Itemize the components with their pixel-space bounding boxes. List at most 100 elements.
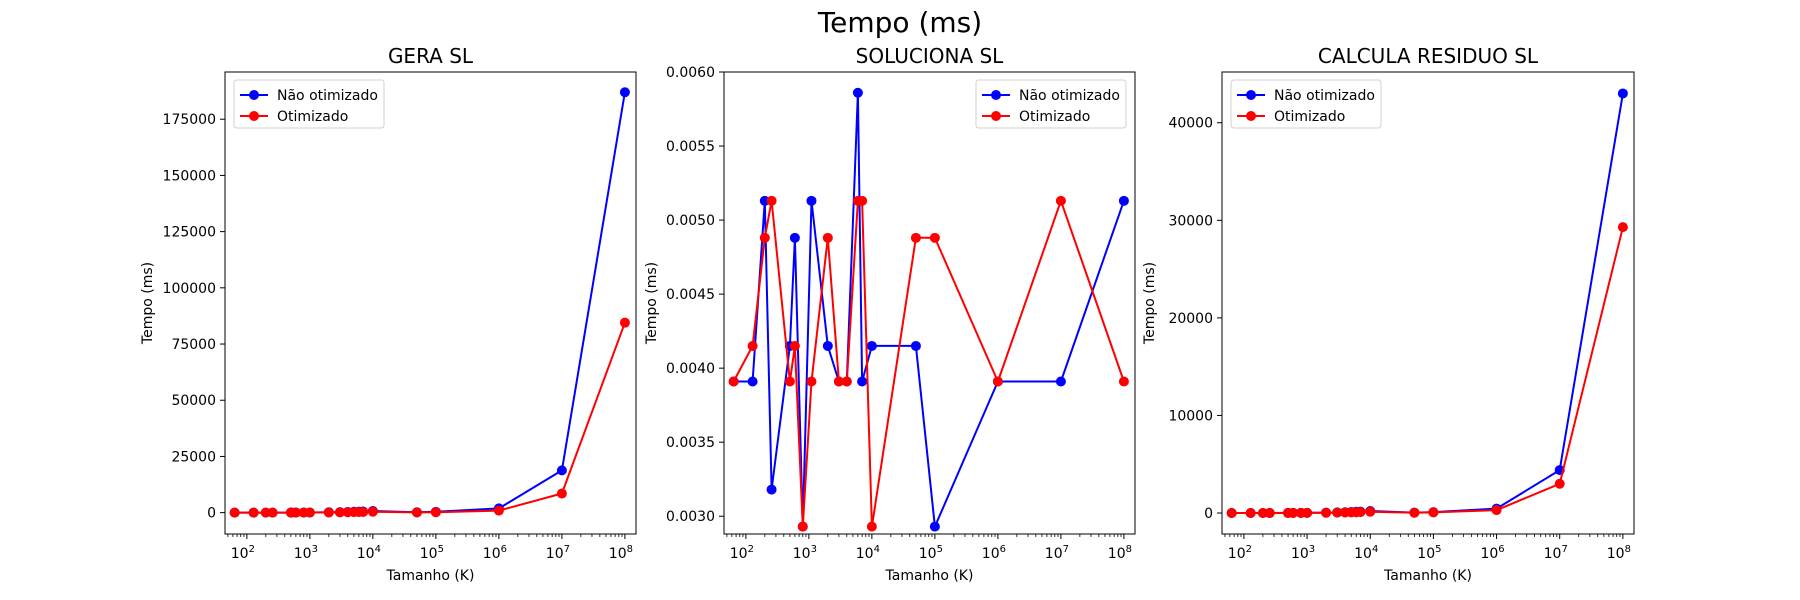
data-point bbox=[358, 506, 369, 517]
data-point bbox=[556, 488, 567, 499]
legend-box bbox=[233, 79, 385, 129]
data-point bbox=[910, 340, 921, 351]
data-point bbox=[766, 195, 777, 206]
legend-label: Não otimizado bbox=[277, 88, 378, 104]
y-axis-label: Tempo (ms) bbox=[644, 262, 660, 345]
data-point bbox=[334, 507, 345, 518]
legend-marker bbox=[991, 90, 1001, 100]
legend-marker bbox=[1246, 90, 1256, 100]
data-point bbox=[323, 507, 334, 518]
data-point bbox=[1055, 376, 1066, 387]
data-point bbox=[1428, 507, 1439, 518]
legend: Não otimizado Otimizado bbox=[975, 79, 1127, 129]
data-point bbox=[411, 507, 422, 518]
x-axis-label: Tamanho (K) bbox=[1383, 568, 1472, 584]
data-point bbox=[806, 195, 817, 206]
data-point bbox=[747, 340, 758, 351]
data-point bbox=[992, 376, 1003, 387]
x-tick-label: 105 bbox=[1417, 544, 1441, 562]
legend-label: Não otimizado bbox=[1274, 88, 1375, 104]
data-point bbox=[784, 376, 795, 387]
x-tick-label: 107 bbox=[546, 544, 570, 562]
legend: Não otimizado Otimizado bbox=[233, 79, 385, 129]
x-tick-label: 107 bbox=[1544, 544, 1568, 562]
y-tick-label: 30000 bbox=[1168, 213, 1213, 229]
y-tick-label: 150000 bbox=[163, 168, 216, 184]
x-tick-label: 102 bbox=[1228, 544, 1252, 562]
data-point bbox=[1365, 506, 1376, 517]
data-point bbox=[1264, 507, 1275, 518]
y-tick-label: 175000 bbox=[163, 112, 216, 128]
series-nao-otimizado bbox=[728, 87, 1129, 532]
series-nao-otimizado bbox=[229, 87, 630, 518]
data-point bbox=[866, 521, 877, 532]
data-point bbox=[822, 232, 833, 243]
data-point bbox=[290, 507, 301, 518]
data-point bbox=[747, 376, 758, 387]
legend-box bbox=[1230, 79, 1382, 129]
series-otimizado bbox=[728, 195, 1129, 532]
y-tick-label: 0.0045 bbox=[666, 287, 715, 303]
series-line bbox=[732, 199, 1125, 528]
legend-marker bbox=[991, 111, 1001, 121]
axes-frame bbox=[224, 71, 637, 535]
y-tick-label: 0.0050 bbox=[666, 213, 715, 229]
y-tick-label: 0.0040 bbox=[666, 361, 715, 377]
legend-label: Otimizado bbox=[277, 109, 348, 125]
data-point bbox=[759, 232, 770, 243]
data-point bbox=[1226, 508, 1237, 519]
data-point bbox=[619, 317, 630, 328]
data-point bbox=[304, 507, 315, 518]
data-point bbox=[1288, 507, 1299, 518]
x-tick-label: 102 bbox=[730, 544, 754, 562]
y-tick-label: 125000 bbox=[163, 225, 216, 241]
data-point bbox=[857, 195, 868, 206]
data-point bbox=[789, 340, 800, 351]
y-tick-label: 25000 bbox=[171, 449, 216, 465]
data-point bbox=[1332, 507, 1343, 518]
y-tick-label: 0.0035 bbox=[666, 435, 715, 451]
x-tick-label: 105 bbox=[919, 544, 943, 562]
x-tick-label: 103 bbox=[793, 544, 817, 562]
x-tick-label: 108 bbox=[609, 544, 633, 562]
data-point bbox=[1409, 507, 1420, 518]
y-tick-label: 40000 bbox=[1168, 116, 1213, 132]
axes-frame bbox=[723, 71, 1136, 535]
x-tick-label: 108 bbox=[1607, 544, 1631, 562]
data-point bbox=[493, 505, 504, 516]
x-tick-label: 103 bbox=[1291, 544, 1315, 562]
legend-box bbox=[975, 79, 1127, 129]
data-point bbox=[229, 507, 240, 518]
y-tick-label: 0.0030 bbox=[666, 509, 715, 525]
y-tick-label: 0 bbox=[1204, 506, 1213, 522]
legend-label: Otimizado bbox=[1019, 109, 1090, 125]
data-point bbox=[556, 465, 567, 476]
data-point bbox=[910, 232, 921, 243]
figure-title: Tempo (ms) bbox=[817, 6, 983, 39]
series-line bbox=[234, 92, 626, 514]
data-point bbox=[766, 484, 777, 495]
y-tick-label: 50000 bbox=[171, 393, 216, 409]
series-otimizado bbox=[229, 317, 630, 518]
data-point bbox=[619, 87, 630, 98]
x-tick-label: 103 bbox=[294, 544, 318, 562]
data-point bbox=[1355, 507, 1366, 518]
data-point bbox=[852, 87, 863, 98]
data-point bbox=[797, 521, 808, 532]
data-point bbox=[1055, 195, 1066, 206]
series-line bbox=[234, 322, 626, 514]
data-point bbox=[1491, 505, 1502, 516]
data-point bbox=[806, 376, 817, 387]
data-point bbox=[1118, 195, 1129, 206]
x-axis-label: Tamanho (K) bbox=[386, 568, 475, 584]
data-point bbox=[857, 376, 868, 387]
chart-panel-2: SOLUCIONA SL 102 103 104 105 106 107 108 0.0030 0… bbox=[644, 44, 1136, 584]
legend-label: Não otimizado bbox=[1019, 88, 1120, 104]
data-point bbox=[1118, 376, 1129, 387]
x-tick-label: 106 bbox=[1480, 544, 1504, 562]
y-tick-label: 20000 bbox=[1168, 311, 1213, 327]
data-point bbox=[1554, 478, 1565, 489]
legend: Não otimizado Otimizado bbox=[1230, 79, 1382, 129]
data-point bbox=[728, 376, 739, 387]
y-tick-label: 0 bbox=[207, 506, 216, 522]
